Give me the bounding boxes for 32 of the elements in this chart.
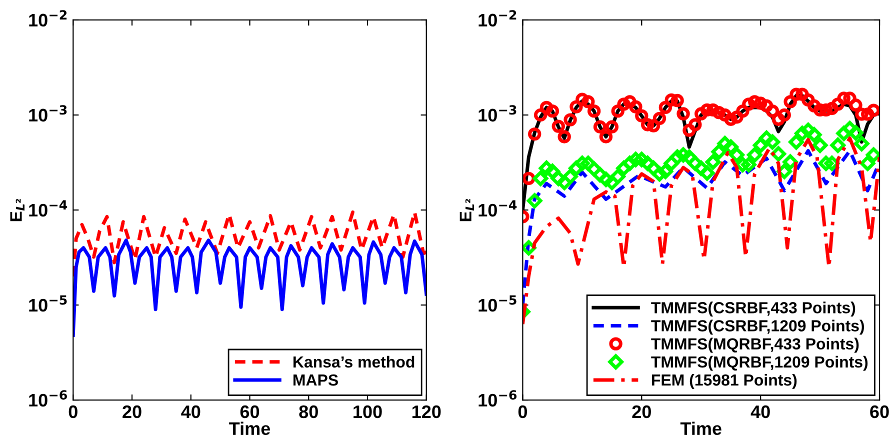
y-tick-label: 10$^{−5}$: [478, 295, 516, 312]
legend-label: TMMFS(CSRBF,433 Points): [651, 302, 856, 317]
x-tick-label: 100: [354, 405, 382, 418]
legend-label: TMMFS(CSRBF,1209 Points): [651, 320, 864, 335]
y-tick-label: 10$^{−4}$: [478, 200, 517, 217]
y-tick-label: 10$^{−6}$: [478, 390, 517, 407]
legend-label: TMMFS(MQRBF,1209 Points): [651, 356, 868, 371]
y-axis-title: E$_{L²}$: [460, 199, 474, 222]
x-tick-label: 0: [68, 405, 78, 418]
y-tick-label: 10$^{−3}$: [29, 105, 67, 122]
legend-label: MAPS: [294, 374, 338, 386]
x-axis-title: Time: [680, 422, 722, 435]
y-tick-label: 10$^{−5}$: [29, 295, 67, 312]
x-tick-label: 0: [518, 405, 527, 418]
y-tick-label: 10$^{−3}$: [478, 105, 516, 122]
legend-label: FEM (15981 Points): [652, 374, 797, 389]
y-axis-title: E$_{L²}$: [10, 199, 24, 222]
x-tick-label: 60: [870, 405, 889, 418]
x-tick-label: 20: [122, 405, 142, 418]
y-tick-label: 10$^{−2}$: [29, 10, 67, 27]
y-tick-label: 10$^{−6}$: [29, 390, 67, 407]
x-tick-label: 80: [299, 405, 318, 418]
y-tick-label: 10$^{−4}$: [29, 200, 68, 217]
x-tick-label: 20: [632, 405, 651, 418]
x-tick-label: 120: [412, 405, 441, 418]
x-axis-title: Time: [229, 422, 270, 435]
y-tick-label: 10$^{−2}$: [478, 10, 516, 27]
x-tick-label: 60: [240, 405, 260, 418]
x-tick-label: 40: [750, 405, 770, 418]
x-tick-label: 40: [181, 405, 200, 418]
legend-label: TMMFS(MQRBF,433 Points): [651, 338, 859, 353]
legend-label: Kansa’s method: [294, 356, 414, 368]
